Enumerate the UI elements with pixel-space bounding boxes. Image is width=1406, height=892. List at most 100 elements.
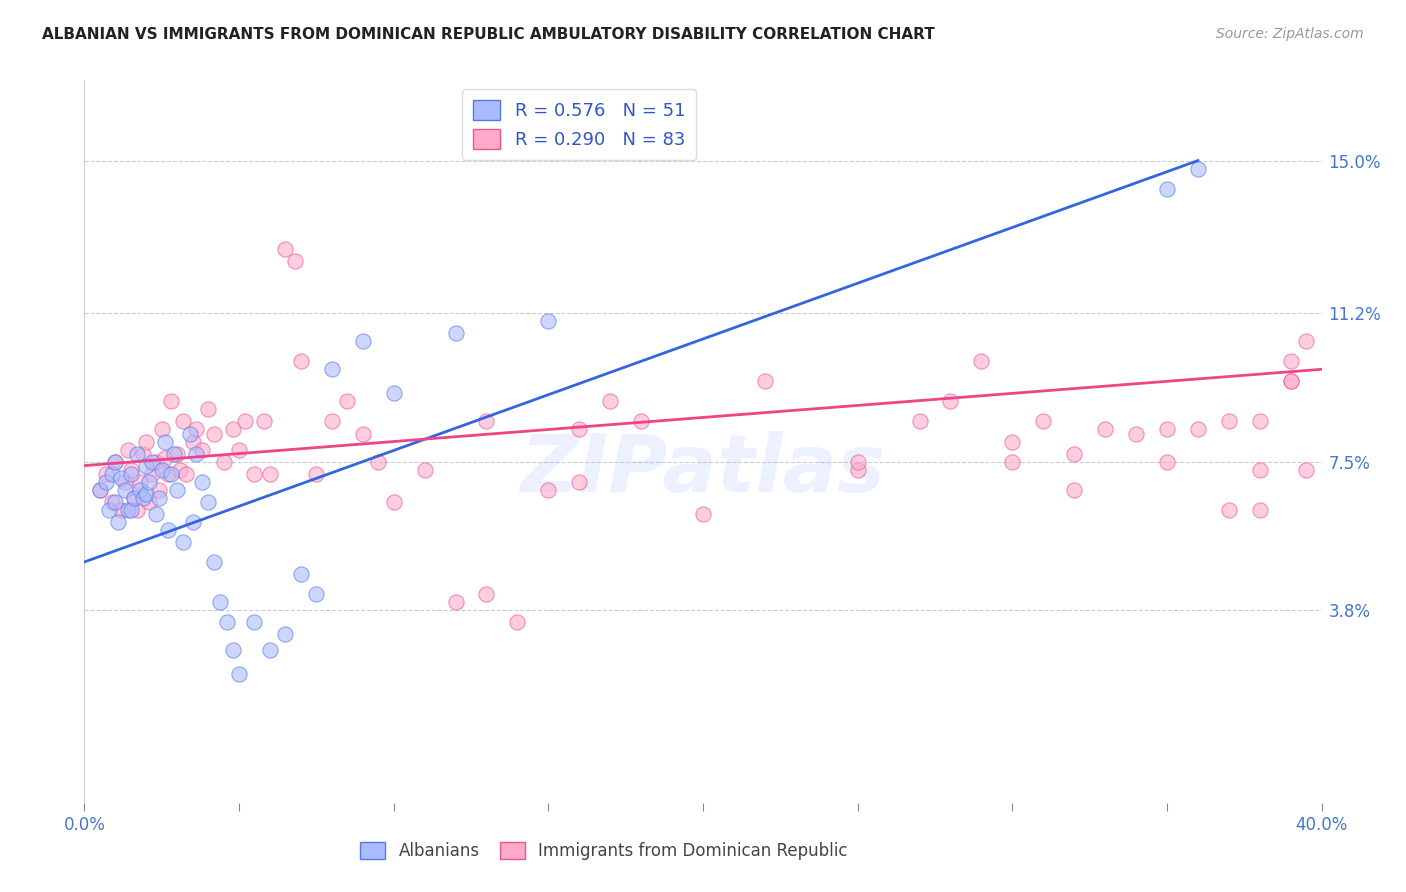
Point — [101, 494, 124, 508]
Point — [274, 242, 297, 256]
Point — [129, 483, 152, 497]
Point — [321, 362, 343, 376]
Point — [172, 535, 194, 549]
Point — [153, 450, 176, 465]
Point — [413, 463, 436, 477]
Point — [970, 354, 993, 368]
Point — [156, 523, 179, 537]
Point — [202, 555, 225, 569]
Point — [1063, 483, 1085, 497]
Point — [135, 487, 157, 501]
Point — [568, 475, 591, 489]
Point — [1187, 423, 1209, 437]
Point — [132, 447, 155, 461]
Point — [125, 503, 148, 517]
Point — [1063, 447, 1085, 461]
Point — [104, 455, 127, 469]
Point — [305, 587, 328, 601]
Point — [181, 434, 204, 449]
Point — [176, 467, 198, 481]
Point — [259, 467, 281, 481]
Point — [101, 467, 124, 481]
Point — [1279, 375, 1302, 389]
Point — [125, 447, 148, 461]
Legend: Albanians, Immigrants from Dominican Republic: Albanians, Immigrants from Dominican Rep… — [354, 835, 855, 867]
Point — [321, 414, 343, 429]
Point — [166, 483, 188, 497]
Point — [197, 494, 219, 508]
Point — [1249, 414, 1271, 429]
Point — [191, 442, 214, 457]
Point — [444, 326, 467, 341]
Point — [120, 467, 142, 481]
Point — [1156, 423, 1178, 437]
Point — [222, 643, 245, 657]
Point — [290, 567, 312, 582]
Point — [939, 394, 962, 409]
Point — [222, 423, 245, 437]
Point — [169, 463, 191, 477]
Point — [1295, 463, 1317, 477]
Point — [98, 503, 121, 517]
Point — [692, 507, 714, 521]
Point — [117, 503, 139, 517]
Point — [1249, 463, 1271, 477]
Point — [336, 394, 359, 409]
Point — [107, 515, 129, 529]
Point — [135, 458, 157, 473]
Point — [104, 494, 127, 508]
Point — [754, 375, 776, 389]
Point — [1125, 426, 1147, 441]
Point — [352, 334, 374, 349]
Point — [233, 414, 256, 429]
Point — [1218, 503, 1240, 517]
Text: Source: ZipAtlas.com: Source: ZipAtlas.com — [1216, 27, 1364, 41]
Point — [1279, 354, 1302, 368]
Point — [1279, 375, 1302, 389]
Point — [138, 494, 160, 508]
Point — [156, 467, 179, 481]
Point — [1187, 161, 1209, 176]
Point — [382, 386, 405, 401]
Point — [160, 394, 183, 409]
Point — [145, 455, 167, 469]
Point — [135, 434, 157, 449]
Point — [148, 483, 170, 497]
Point — [114, 483, 136, 497]
Point — [117, 442, 139, 457]
Point — [537, 483, 560, 497]
Point — [215, 615, 238, 630]
Point — [290, 354, 312, 368]
Point — [599, 394, 621, 409]
Point — [284, 254, 307, 268]
Point — [228, 667, 250, 681]
Point — [89, 483, 111, 497]
Point — [153, 434, 176, 449]
Point — [444, 595, 467, 609]
Point — [114, 475, 136, 489]
Point — [568, 423, 591, 437]
Point — [141, 467, 163, 481]
Point — [166, 447, 188, 461]
Point — [1094, 423, 1116, 437]
Point — [129, 475, 152, 489]
Point — [120, 503, 142, 517]
Point — [145, 507, 167, 521]
Point — [846, 455, 869, 469]
Point — [160, 467, 183, 481]
Point — [259, 643, 281, 657]
Point — [630, 414, 652, 429]
Point — [150, 423, 173, 437]
Point — [1218, 414, 1240, 429]
Point — [475, 587, 498, 601]
Point — [212, 455, 235, 469]
Text: ALBANIAN VS IMMIGRANTS FROM DOMINICAN REPUBLIC AMBULATORY DISABILITY CORRELATION: ALBANIAN VS IMMIGRANTS FROM DOMINICAN RE… — [42, 27, 935, 42]
Text: ZIPatlas: ZIPatlas — [520, 432, 886, 509]
Point — [846, 463, 869, 477]
Point — [141, 455, 163, 469]
Point — [1156, 455, 1178, 469]
Point — [228, 442, 250, 457]
Point — [89, 483, 111, 497]
Point — [150, 463, 173, 477]
Point — [1249, 503, 1271, 517]
